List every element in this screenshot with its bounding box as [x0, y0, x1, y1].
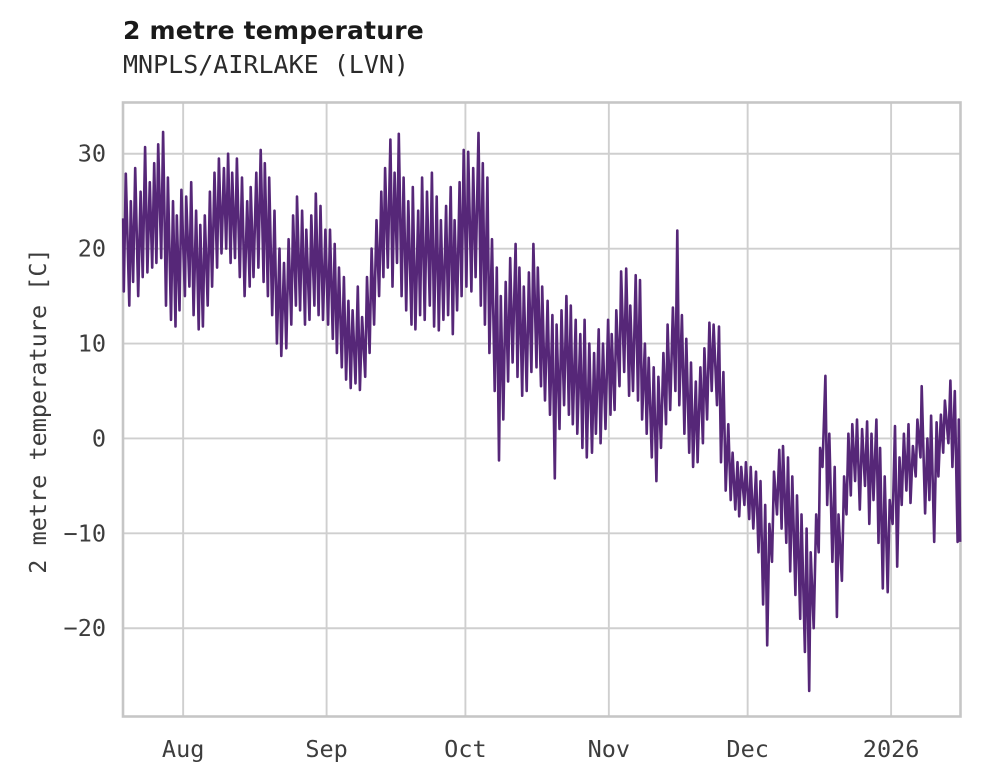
- chart-title: 2 metre temperature: [123, 16, 424, 45]
- y-axis-tick-label: 30: [78, 140, 106, 168]
- y-axis-tick-label: 10: [78, 330, 106, 358]
- x-axis-tick-label: Sep: [305, 735, 347, 763]
- y-axis-tick-label: −20: [64, 614, 106, 642]
- y-axis-tick-label: 0: [92, 424, 106, 452]
- chart-subtitle: MNPLS/AIRLAKE (LVN): [123, 50, 409, 79]
- y-axis-tick-label: 20: [78, 235, 106, 263]
- temperature-line: [121, 130, 962, 693]
- x-axis-tick-label: 2026: [863, 735, 920, 763]
- y-axis-tick-label: −10: [64, 519, 106, 547]
- x-axis-tick-label: Aug: [162, 735, 204, 763]
- x-axis-tick-label: Dec: [726, 735, 768, 763]
- x-axis-tick-label: Nov: [588, 735, 630, 763]
- x-axis-tick-label: Oct: [444, 735, 486, 763]
- axes-border: [121, 101, 962, 718]
